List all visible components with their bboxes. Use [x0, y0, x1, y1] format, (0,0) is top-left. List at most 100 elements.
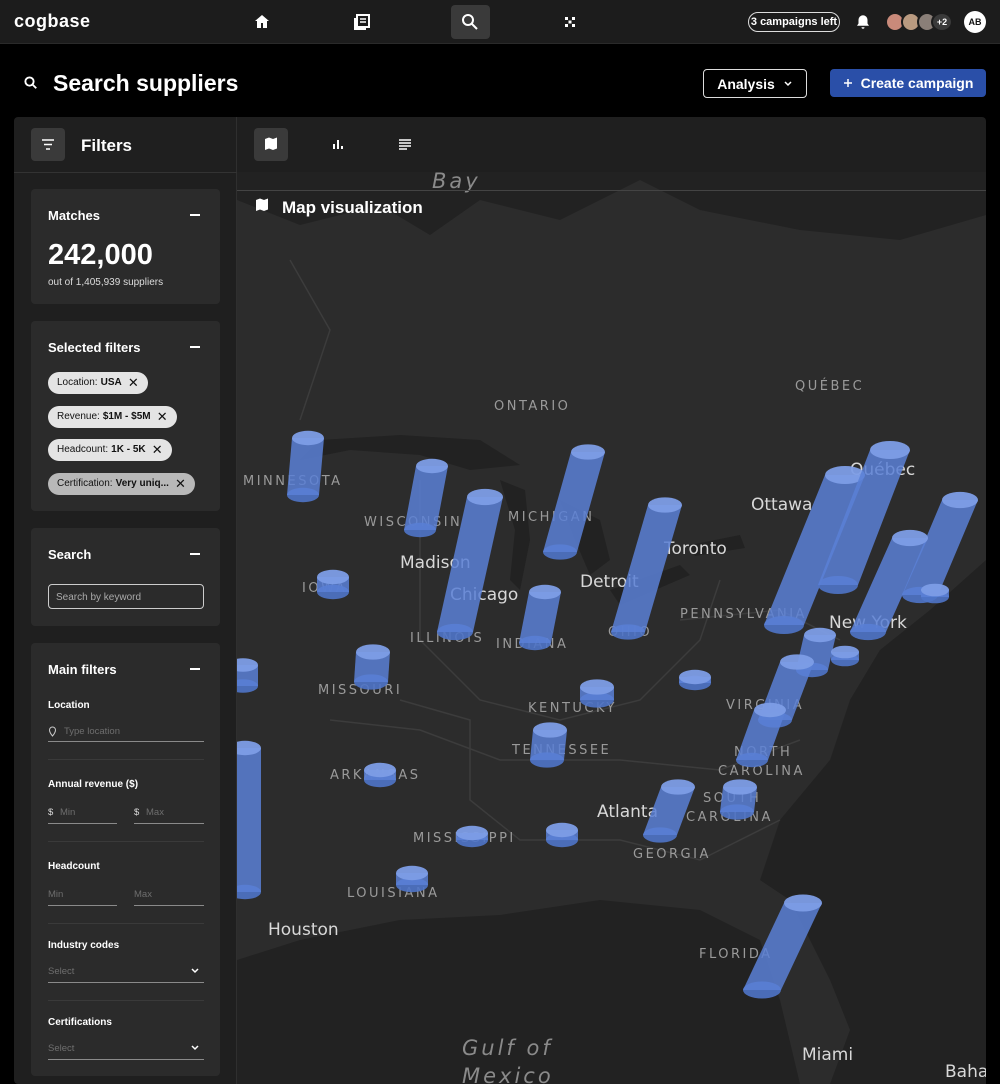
filter-toggle[interactable] — [31, 128, 65, 161]
search-icon — [24, 76, 37, 89]
map-label: Bay — [432, 172, 481, 193]
cylinder-body — [611, 505, 682, 632]
list-view-tab[interactable] — [388, 128, 422, 161]
map[interactable]: Map visualization BayONTARIOQUÉBECMINNES… — [237, 172, 986, 1084]
bell-icon[interactable] — [854, 13, 872, 31]
headcount-min[interactable]: Min — [48, 889, 64, 900]
headcount-max[interactable]: Max — [134, 889, 152, 900]
cylinder-body — [902, 500, 978, 595]
lake-michigan — [500, 480, 530, 590]
cylinder-body — [764, 475, 865, 625]
revenue-min[interactable]: Min — [60, 807, 76, 818]
underline — [48, 982, 204, 983]
button-label: Create campaign — [860, 75, 974, 91]
cluster-cylinder — [530, 722, 567, 768]
remove-chip[interactable]: ✕ — [156, 408, 168, 424]
divider — [48, 841, 204, 842]
cylinder-top — [942, 491, 978, 509]
gulf — [237, 900, 800, 1084]
cluster-cylinder — [831, 645, 859, 667]
filter-chip[interactable]: Revenue: $1M - $5M ✕ — [48, 405, 177, 428]
map-label: FLORIDA — [699, 947, 773, 962]
cylinder-top — [533, 722, 567, 738]
cylinder-top — [546, 822, 578, 838]
keyword-input[interactable]: Search by keyword — [48, 584, 204, 609]
cluster-cylinder — [818, 441, 910, 594]
chart-view-tab[interactable] — [321, 128, 355, 161]
cluster-cylinder — [396, 865, 428, 893]
cylinder-top — [648, 497, 682, 513]
location-input[interactable]: Type location — [64, 726, 120, 737]
catalog-icon[interactable] — [350, 10, 374, 34]
network-icon[interactable] — [558, 10, 582, 34]
cylinder-top — [780, 654, 814, 670]
avatars-more[interactable]: +2 — [931, 12, 953, 32]
cylinder-top — [467, 488, 503, 506]
map-label: GEORGIA — [633, 847, 711, 862]
collapse-icon[interactable] — [190, 668, 200, 670]
remove-chip[interactable]: ✕ — [175, 475, 186, 491]
analysis-button[interactable]: Analysis — [703, 69, 807, 98]
cylinder-top — [317, 569, 349, 585]
divider — [48, 759, 204, 760]
underline — [134, 823, 204, 824]
collapse-icon[interactable] — [190, 346, 200, 348]
card-title: Matches — [48, 208, 101, 223]
search-icon[interactable] — [458, 10, 482, 34]
revenue-max[interactable]: Max — [146, 807, 164, 818]
cluster-cylinder — [456, 825, 488, 848]
remove-chip[interactable]: ✕ — [151, 442, 163, 457]
cylinder-body — [850, 538, 928, 632]
match-count: 242,000 — [48, 239, 153, 271]
map-label: Atlanta — [597, 802, 658, 822]
brand[interactable]: cogbase — [14, 11, 91, 31]
cluster-cylinder — [611, 497, 682, 640]
underline — [134, 905, 204, 906]
search-tab[interactable] — [451, 5, 490, 39]
user-avatar[interactable]: AB — [964, 11, 986, 33]
map-label: Gulf of — [462, 1036, 553, 1060]
filter-chip[interactable]: Headcount: 1K - 5K ✕ — [48, 439, 172, 461]
cylinder-top — [825, 466, 865, 484]
button-label: Analysis — [717, 75, 775, 92]
map-view-tab[interactable] — [254, 128, 288, 161]
map-label: Toronto — [663, 539, 727, 559]
cylinder-top — [237, 740, 261, 756]
filter-chip[interactable]: Location: USA ✕ — [48, 372, 148, 394]
cluster-cylinder — [850, 529, 928, 641]
underline — [48, 905, 117, 906]
cylinder-top — [831, 645, 859, 659]
remove-chip[interactable]: ✕ — [127, 375, 139, 390]
map-label: Bahamas — [945, 1062, 986, 1082]
filter-chip[interactable]: Certification: Very uniq... ✕ — [48, 472, 195, 495]
cylinder-top — [571, 444, 605, 460]
cylinder-top — [529, 584, 561, 600]
sidebar-title: Filters — [81, 136, 133, 155]
cylinder-body — [743, 903, 822, 990]
cylinder-top — [754, 702, 786, 718]
home-icon[interactable] — [250, 10, 274, 34]
cluster-cylinder — [743, 894, 822, 999]
card-title: Search — [48, 547, 92, 562]
collapse-icon[interactable] — [190, 553, 200, 555]
cylinder-body — [818, 450, 910, 585]
cylinder-body — [287, 438, 324, 495]
industry-select[interactable]: Select — [48, 966, 75, 977]
currency: $ — [48, 807, 54, 818]
lake-ontario — [690, 535, 745, 556]
cylinder-top — [723, 779, 757, 795]
cylinder-top — [356, 644, 390, 660]
cluster-cylinder — [543, 444, 605, 560]
certifications-select[interactable]: Select — [48, 1043, 75, 1054]
cylinder-body — [237, 748, 261, 892]
map-icon — [256, 198, 268, 211]
borders — [289, 259, 841, 861]
selected-filters-card: Selected filters Location: USA ✕ Revenue: $1… — [31, 321, 220, 511]
create-campaign-button[interactable]: Create campaign — [830, 69, 986, 97]
cylinder-top — [364, 762, 396, 778]
cylinder-top — [416, 458, 448, 474]
campaigns-left[interactable]: 3 campaigns left — [748, 12, 840, 32]
collapse-icon[interactable] — [190, 214, 200, 216]
match-subtitle: out of 1,405,939 suppliers — [48, 277, 164, 288]
